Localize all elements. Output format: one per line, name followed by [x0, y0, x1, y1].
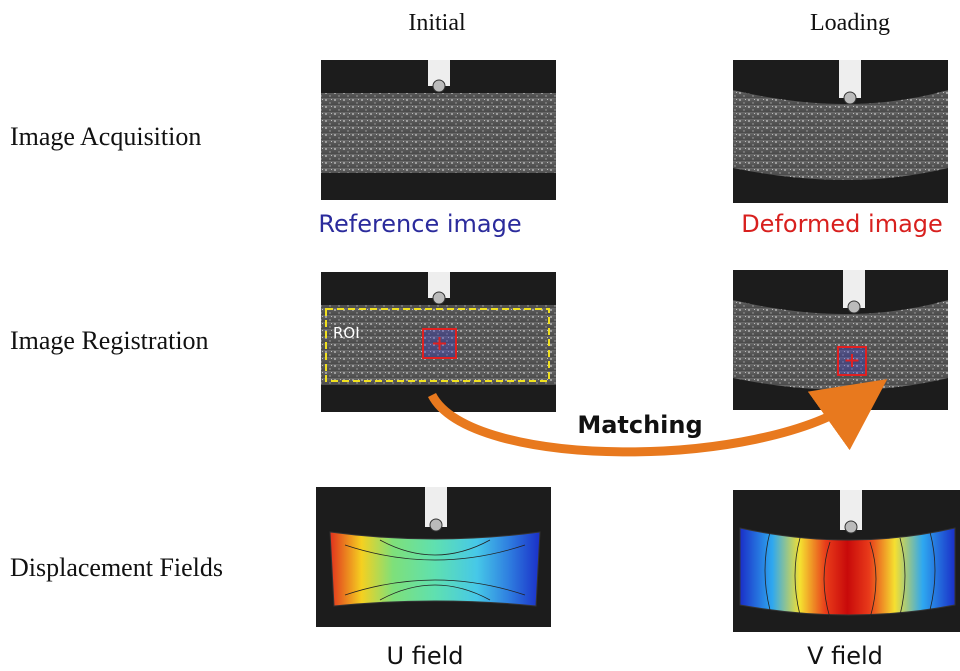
caption: U field: [387, 642, 464, 670]
v-field-image: [733, 490, 960, 632]
arrow-label: Matching: [577, 411, 702, 439]
column-header: Initial: [408, 10, 466, 36]
caption: Deformed image: [741, 210, 943, 238]
deformed-image: [733, 60, 948, 203]
caption: V field: [807, 642, 883, 670]
row-label: Image Acquisition: [10, 122, 201, 151]
reference-image: [321, 60, 556, 200]
caption: Reference image: [318, 210, 521, 238]
deformed-image-subset: [733, 270, 948, 410]
roi-label: ROI: [333, 324, 360, 342]
reference-image-roi: [321, 272, 556, 412]
row-label: Displacement Fields: [10, 553, 223, 582]
row-label: Image Registration: [10, 326, 209, 355]
u-field-image: [316, 487, 551, 627]
diagram: Initial Loading Image Acquisition Image …: [0, 0, 960, 671]
column-header: Loading: [810, 10, 890, 36]
